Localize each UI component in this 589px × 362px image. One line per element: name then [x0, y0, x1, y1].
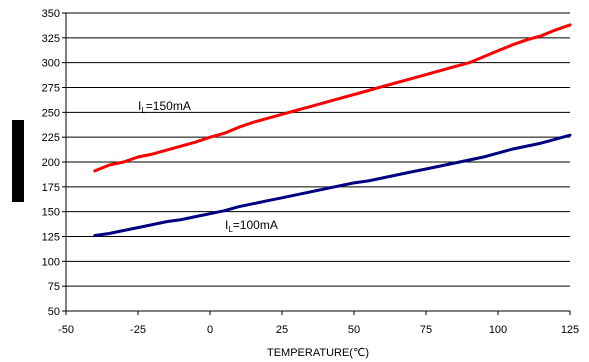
y-tick-label: 325: [42, 33, 60, 45]
x-tick-label: 100: [489, 324, 507, 336]
x-tick-label: 125: [561, 324, 579, 336]
x-tick-label: -50: [58, 324, 74, 336]
y-tick-label: 250: [42, 107, 60, 119]
y-tick-labels: 50 75 100 125 150 175 200 225 250 275 300 325 350: [42, 8, 60, 318]
annotation-red: IL=150mA: [138, 99, 191, 115]
y-tick-label: 75: [48, 281, 60, 293]
x-tick-label: 75: [420, 324, 432, 336]
y-tick-label: 175: [42, 182, 60, 194]
series-lines: [93, 23, 572, 237]
annotation-blue: IL=100mA: [225, 218, 278, 234]
series-line-red: [93, 23, 572, 173]
gridlines: [66, 12, 570, 287]
y-tick-label: 150: [42, 207, 60, 219]
y-tick-label: 350: [42, 8, 60, 20]
series-line-blue: [93, 133, 572, 237]
y-tick-label: 225: [42, 132, 60, 144]
black-bar: [12, 120, 24, 202]
x-tick-label: 50: [348, 324, 360, 336]
y-tick-label: 300: [42, 58, 60, 70]
axes: [62, 12, 571, 315]
x-axis-title: TEMPERATURE(℃): [267, 347, 369, 359]
x-tick-label: -25: [130, 324, 146, 336]
y-tick-label: 200: [42, 157, 60, 169]
y-tick-label: 275: [42, 83, 60, 95]
y-tick-label: 100: [42, 256, 60, 268]
x-tick-labels: -50 -25 0 25 50 75 100 125: [58, 324, 579, 336]
y-tick-label: 50: [48, 306, 60, 318]
x-tick-label: 25: [276, 324, 288, 336]
y-tick-label: 125: [42, 232, 60, 244]
x-tick-label: 0: [207, 324, 213, 336]
